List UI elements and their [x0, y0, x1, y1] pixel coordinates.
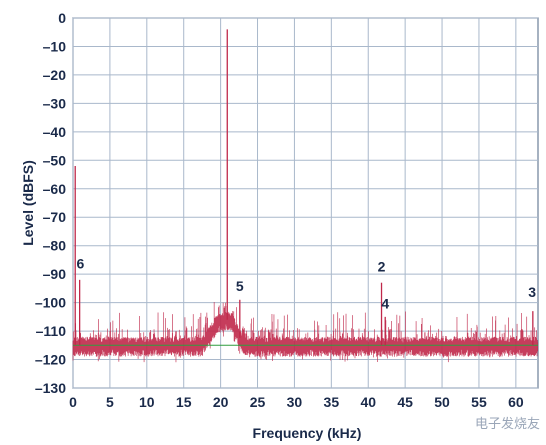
peak-annotation: 2 — [378, 258, 386, 274]
noise-trace — [72, 301, 539, 363]
x-tick-label: 35 — [324, 394, 340, 410]
y-tick-label: –20 — [43, 67, 67, 83]
y-tick-label: –110 — [36, 323, 67, 339]
noise-band — [72, 301, 539, 363]
x-tick-label: 60 — [508, 394, 524, 410]
x-tick-label: 55 — [471, 394, 487, 410]
y-tick-label: –130 — [35, 380, 66, 396]
plot-frame — [72, 17, 539, 389]
y-tick-label: –80 — [43, 238, 67, 254]
y-axis-label: Level (dBFS) — [20, 160, 36, 246]
x-tick-label: 50 — [434, 394, 450, 410]
peak-annotation: 5 — [236, 278, 244, 294]
y-tick-labels: 0 –10 –20 –30 –40 –50 –60 –70 –80 –90 –100 –110 –120… — [35, 10, 66, 396]
x-tick-label: 30 — [287, 394, 303, 410]
x-tick-label: 5 — [106, 394, 114, 410]
x-tick-label: 40 — [360, 394, 376, 410]
y-tick-label: –100 — [35, 295, 66, 311]
x-tick-label: 20 — [213, 394, 229, 410]
y-tick-label: –30 — [43, 95, 67, 111]
grid — [72, 17, 539, 389]
x-tick-label: 10 — [139, 394, 155, 410]
y-tick-label: –10 — [43, 38, 67, 54]
spectral-peaks — [74, 29, 534, 346]
x-tick-label: 25 — [250, 394, 266, 410]
x-tick-label: 45 — [397, 394, 413, 410]
y-tick-label: –120 — [35, 352, 66, 368]
peak-annotation: 6 — [76, 255, 84, 271]
y-tick-label: 0 — [58, 10, 66, 26]
x-tick-label: 15 — [176, 394, 192, 410]
y-tick-label: –40 — [43, 124, 67, 140]
peak-annotations: 6 5 2 4 3 — [76, 255, 536, 311]
y-tick-label: –60 — [43, 181, 67, 197]
x-tick-label: 0 — [69, 394, 77, 410]
x-axis-label: Frequency (kHz) — [253, 425, 362, 441]
peak-annotation: 4 — [381, 295, 389, 311]
watermark: 电子发烧友 — [475, 416, 540, 431]
y-tick-label: –50 — [43, 152, 67, 168]
x-tick-labels: 0 5 10 15 20 25 30 35 40 45 50 55 60 — [69, 394, 524, 410]
peak-annotation: 3 — [528, 284, 536, 300]
y-tick-label: –70 — [43, 209, 67, 225]
y-tick-label: –90 — [43, 266, 67, 282]
